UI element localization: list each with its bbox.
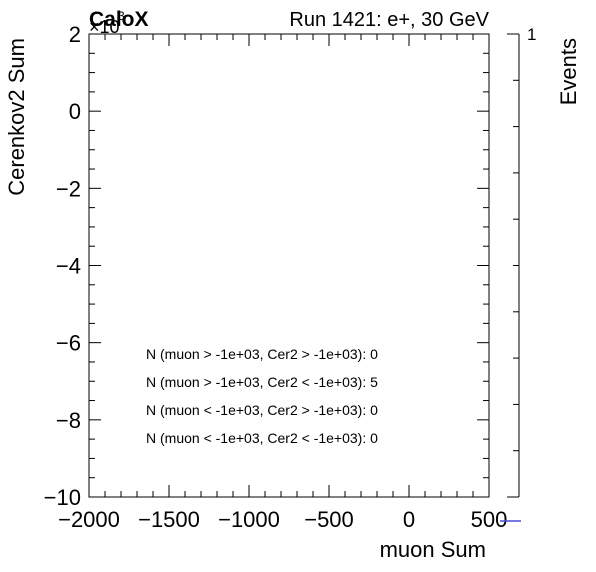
- y-tick-label: −4: [56, 254, 81, 279]
- y-tick-label: −6: [56, 331, 81, 356]
- y-exponent-base: ×10: [89, 17, 120, 37]
- z-axis: 1: [507, 25, 536, 498]
- x-axis: −2000 −1500 −1000 −500 0 500: [58, 34, 507, 532]
- x-tick-label: −1500: [138, 507, 200, 532]
- logo-text: CaloX: [89, 8, 149, 31]
- y-tick-label: −2: [56, 176, 81, 201]
- y-axis: 2 0 −2 −4 −6 −8 −10: [44, 22, 489, 510]
- z-tick-label: 1: [527, 25, 536, 44]
- count-annotations: N (muon > -1e+03, Cer2 > -1e+03): 0 N (m…: [146, 346, 378, 446]
- plot-frame: [88, 33, 490, 498]
- x-tick-label: −1000: [218, 507, 280, 532]
- y-exponent-power: 3: [118, 9, 125, 23]
- z-axis-label: Events: [556, 38, 581, 105]
- x-tick-label: 500: [471, 507, 508, 532]
- x-tick-label: −2000: [58, 507, 120, 532]
- x-tick-label: −500: [304, 507, 354, 532]
- x-tick-label: 0: [403, 507, 415, 532]
- y-axis-label: Cerenkov2 Sum: [4, 38, 29, 196]
- y-tick-label: −8: [56, 408, 81, 433]
- y-tick-label: 0: [69, 99, 81, 124]
- y-tick-label: 2: [69, 22, 81, 47]
- annotation-line: N (muon > -1e+03, Cer2 > -1e+03): 0: [146, 346, 378, 362]
- y-tick-label: −10: [44, 485, 81, 510]
- annotation-line: N (muon < -1e+03, Cer2 > -1e+03): 0: [146, 402, 378, 418]
- annotation-line: N (muon > -1e+03, Cer2 < -1e+03): 5: [146, 374, 378, 390]
- x-axis-label: muon Sum: [380, 537, 486, 562]
- annotation-line: N (muon < -1e+03, Cer2 < -1e+03): 0: [146, 430, 378, 446]
- y-exponent: ×10 3: [89, 9, 125, 37]
- run-info: Run 1421: e+, 30 GeV: [289, 9, 489, 31]
